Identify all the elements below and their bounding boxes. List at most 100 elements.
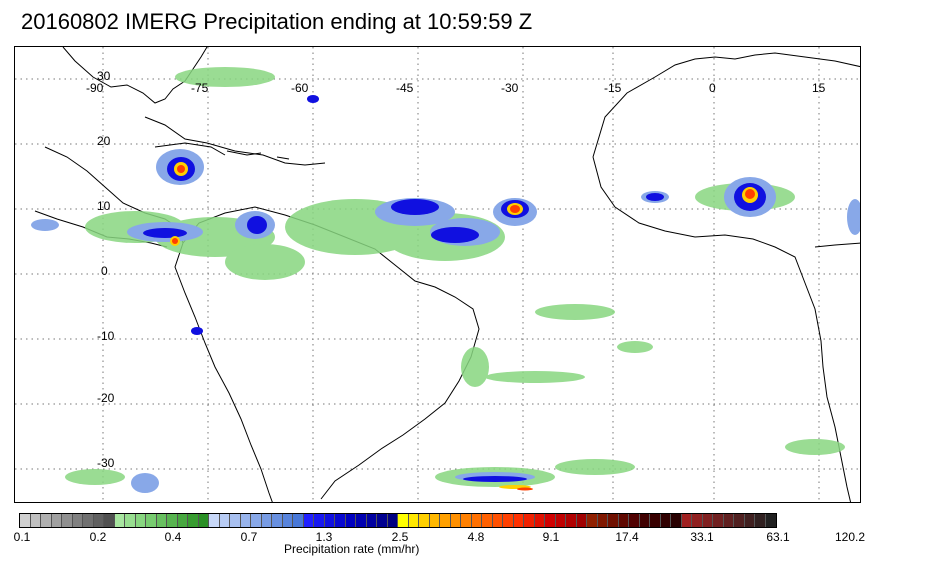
colorbar-swatch bbox=[20, 514, 31, 527]
colorbar-tick-label: 1.3 bbox=[315, 530, 333, 544]
colorbar-swatch bbox=[639, 514, 650, 527]
colorbar-swatch bbox=[629, 514, 640, 527]
colorbar-swatch bbox=[723, 514, 734, 527]
longitude-label: -30 bbox=[501, 81, 519, 95]
colorbar-swatch bbox=[104, 514, 115, 527]
longitude-label: 15 bbox=[812, 81, 826, 95]
colorbar-swatch bbox=[765, 514, 776, 527]
colorbar-swatch bbox=[324, 514, 335, 527]
colorbar-swatch bbox=[471, 514, 482, 527]
colorbar-swatch bbox=[387, 514, 398, 527]
colorbar-swatch bbox=[62, 514, 73, 527]
colorbar-swatch bbox=[83, 514, 94, 527]
colorbar-swatch bbox=[303, 514, 314, 527]
longitude-label: -15 bbox=[604, 81, 622, 95]
colorbar-tick-label: 120.2 bbox=[834, 530, 866, 544]
colorbar-swatch bbox=[30, 514, 41, 527]
colorbar-swatch bbox=[734, 514, 745, 527]
latitude-label: -10 bbox=[97, 329, 115, 343]
colorbar-tick-label: 0.2 bbox=[89, 530, 107, 544]
colorbar-swatch bbox=[240, 514, 251, 527]
colorbar-swatch bbox=[219, 514, 230, 527]
latitude-label: 10 bbox=[97, 199, 111, 213]
colorbar-swatch bbox=[408, 514, 419, 527]
colorbar-swatch bbox=[618, 514, 629, 527]
colorbar-swatch bbox=[419, 514, 430, 527]
colorbar-swatch bbox=[167, 514, 178, 527]
colorbar-swatch bbox=[461, 514, 472, 527]
map-coastlines bbox=[34, 47, 860, 502]
precipitation-map bbox=[14, 46, 861, 503]
colorbar-swatch bbox=[398, 514, 409, 527]
colorbar-tick-label: 9.1 bbox=[542, 530, 560, 544]
colorbar-swatch bbox=[125, 514, 136, 527]
longitude-label: -45 bbox=[396, 81, 414, 95]
colorbar-swatch bbox=[692, 514, 703, 527]
colorbar-swatch bbox=[545, 514, 556, 527]
colorbar-tick-label: 63.1 bbox=[766, 530, 790, 544]
colorbar-swatch bbox=[713, 514, 724, 527]
colorbar-swatch bbox=[702, 514, 713, 527]
colorbar-swatch bbox=[72, 514, 83, 527]
colorbar-swatch bbox=[272, 514, 283, 527]
colorbar-swatch bbox=[41, 514, 52, 527]
colorbar-tick-label: 4.8 bbox=[467, 530, 485, 544]
map-title: 20160802 IMERG Precipitation ending at 1… bbox=[21, 9, 533, 34]
colorbar-swatch bbox=[660, 514, 671, 527]
colorbar-swatch bbox=[608, 514, 619, 527]
latitude-label: -30 bbox=[97, 456, 115, 470]
colorbar-swatch bbox=[177, 514, 188, 527]
colorbar-swatch bbox=[450, 514, 461, 527]
colorbar-tick-label: 0.4 bbox=[164, 530, 182, 544]
colorbar-tick-label: 17.4 bbox=[615, 530, 639, 544]
colorbar-tick-label: 33.1 bbox=[690, 530, 714, 544]
colorbar-swatch bbox=[51, 514, 62, 527]
colorbar-swatch bbox=[513, 514, 524, 527]
colorbar-swatch bbox=[744, 514, 755, 527]
colorbar-swatch bbox=[555, 514, 566, 527]
colorbar-swatch bbox=[377, 514, 388, 527]
colorbar-swatch bbox=[156, 514, 167, 527]
precipitation-field bbox=[31, 67, 860, 493]
colorbar-tick-label: 0.7 bbox=[240, 530, 258, 544]
colorbar bbox=[19, 513, 777, 528]
colorbar-swatch bbox=[188, 514, 199, 527]
colorbar-swatch bbox=[671, 514, 682, 527]
colorbar-swatch bbox=[146, 514, 157, 527]
colorbar-swatch bbox=[534, 514, 545, 527]
colorbar-tick-label: 2.5 bbox=[391, 530, 409, 544]
latitude-label: 30 bbox=[97, 69, 111, 83]
colorbar-swatch bbox=[230, 514, 241, 527]
colorbar-swatch bbox=[587, 514, 598, 527]
colorbar-swatch bbox=[576, 514, 587, 527]
longitude-label: -60 bbox=[291, 81, 309, 95]
colorbar-swatch bbox=[261, 514, 272, 527]
colorbar-swatch bbox=[566, 514, 577, 527]
colorbar-swatch bbox=[366, 514, 377, 527]
colorbar-swatch bbox=[755, 514, 766, 527]
colorbar-swatch bbox=[345, 514, 356, 527]
colorbar-swatch bbox=[114, 514, 125, 527]
colorbar-swatch bbox=[482, 514, 493, 527]
colorbar-swatch bbox=[492, 514, 503, 527]
colorbar-swatch bbox=[503, 514, 514, 527]
latitude-label: 20 bbox=[97, 134, 111, 148]
latitude-label: 0 bbox=[101, 264, 108, 278]
colorbar-swatch bbox=[335, 514, 346, 527]
colorbar-swatch bbox=[597, 514, 608, 527]
latitude-label: -20 bbox=[97, 391, 115, 405]
colorbar-tick-label: 0.1 bbox=[13, 530, 31, 544]
longitude-label: -90 bbox=[86, 81, 104, 95]
map-gridlines bbox=[15, 47, 860, 502]
colorbar-swatch bbox=[209, 514, 220, 527]
colorbar-swatch bbox=[314, 514, 325, 527]
colorbar-swatch bbox=[93, 514, 104, 527]
colorbar-swatch bbox=[429, 514, 440, 527]
longitude-label: 0 bbox=[709, 81, 716, 95]
colorbar-swatch bbox=[135, 514, 146, 527]
colorbar-swatch bbox=[356, 514, 367, 527]
colorbar-swatch bbox=[251, 514, 262, 527]
colorbar-swatch bbox=[650, 514, 661, 527]
colorbar-swatch bbox=[440, 514, 451, 527]
longitude-label: -75 bbox=[191, 81, 209, 95]
